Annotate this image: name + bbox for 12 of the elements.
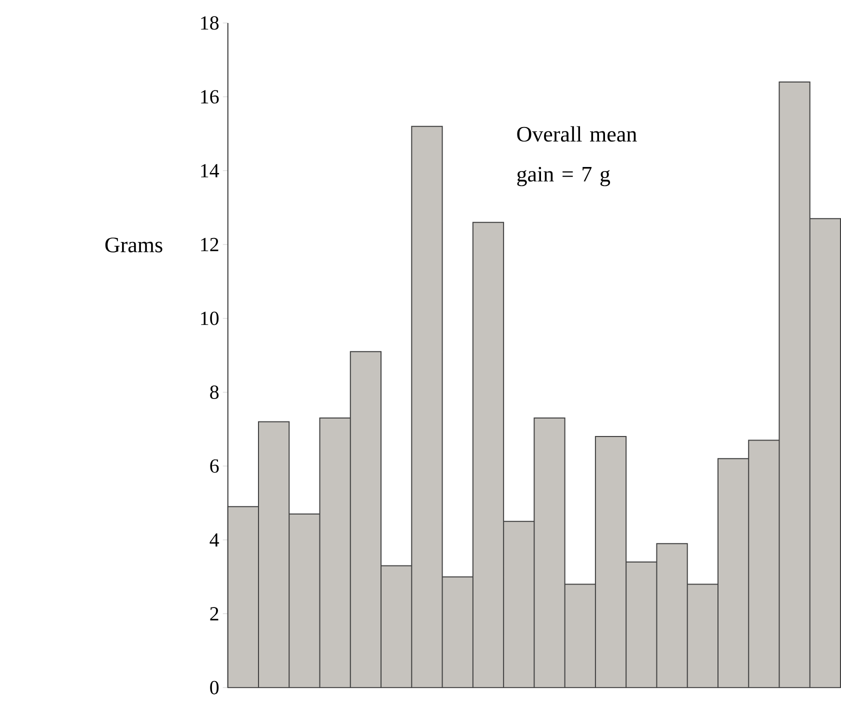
y-tick-label: 14 xyxy=(201,164,220,178)
y-tick-label: 4 xyxy=(210,534,220,547)
y-tick-label: 2 xyxy=(210,607,218,621)
y-tick-label: 6 xyxy=(210,460,219,473)
y-tick-label: 10 xyxy=(201,312,219,326)
y-axis-title: Grams xyxy=(105,238,162,253)
y-tick-label: 18 xyxy=(201,16,219,30)
y-tick-label: 0 xyxy=(210,681,219,695)
y-tick-label: 12 xyxy=(201,238,218,252)
annotation: Overall mean gain = 7 g xyxy=(517,126,637,186)
y-tick-label: 8 xyxy=(210,386,219,400)
y-tick-label: 16 xyxy=(201,90,219,104)
